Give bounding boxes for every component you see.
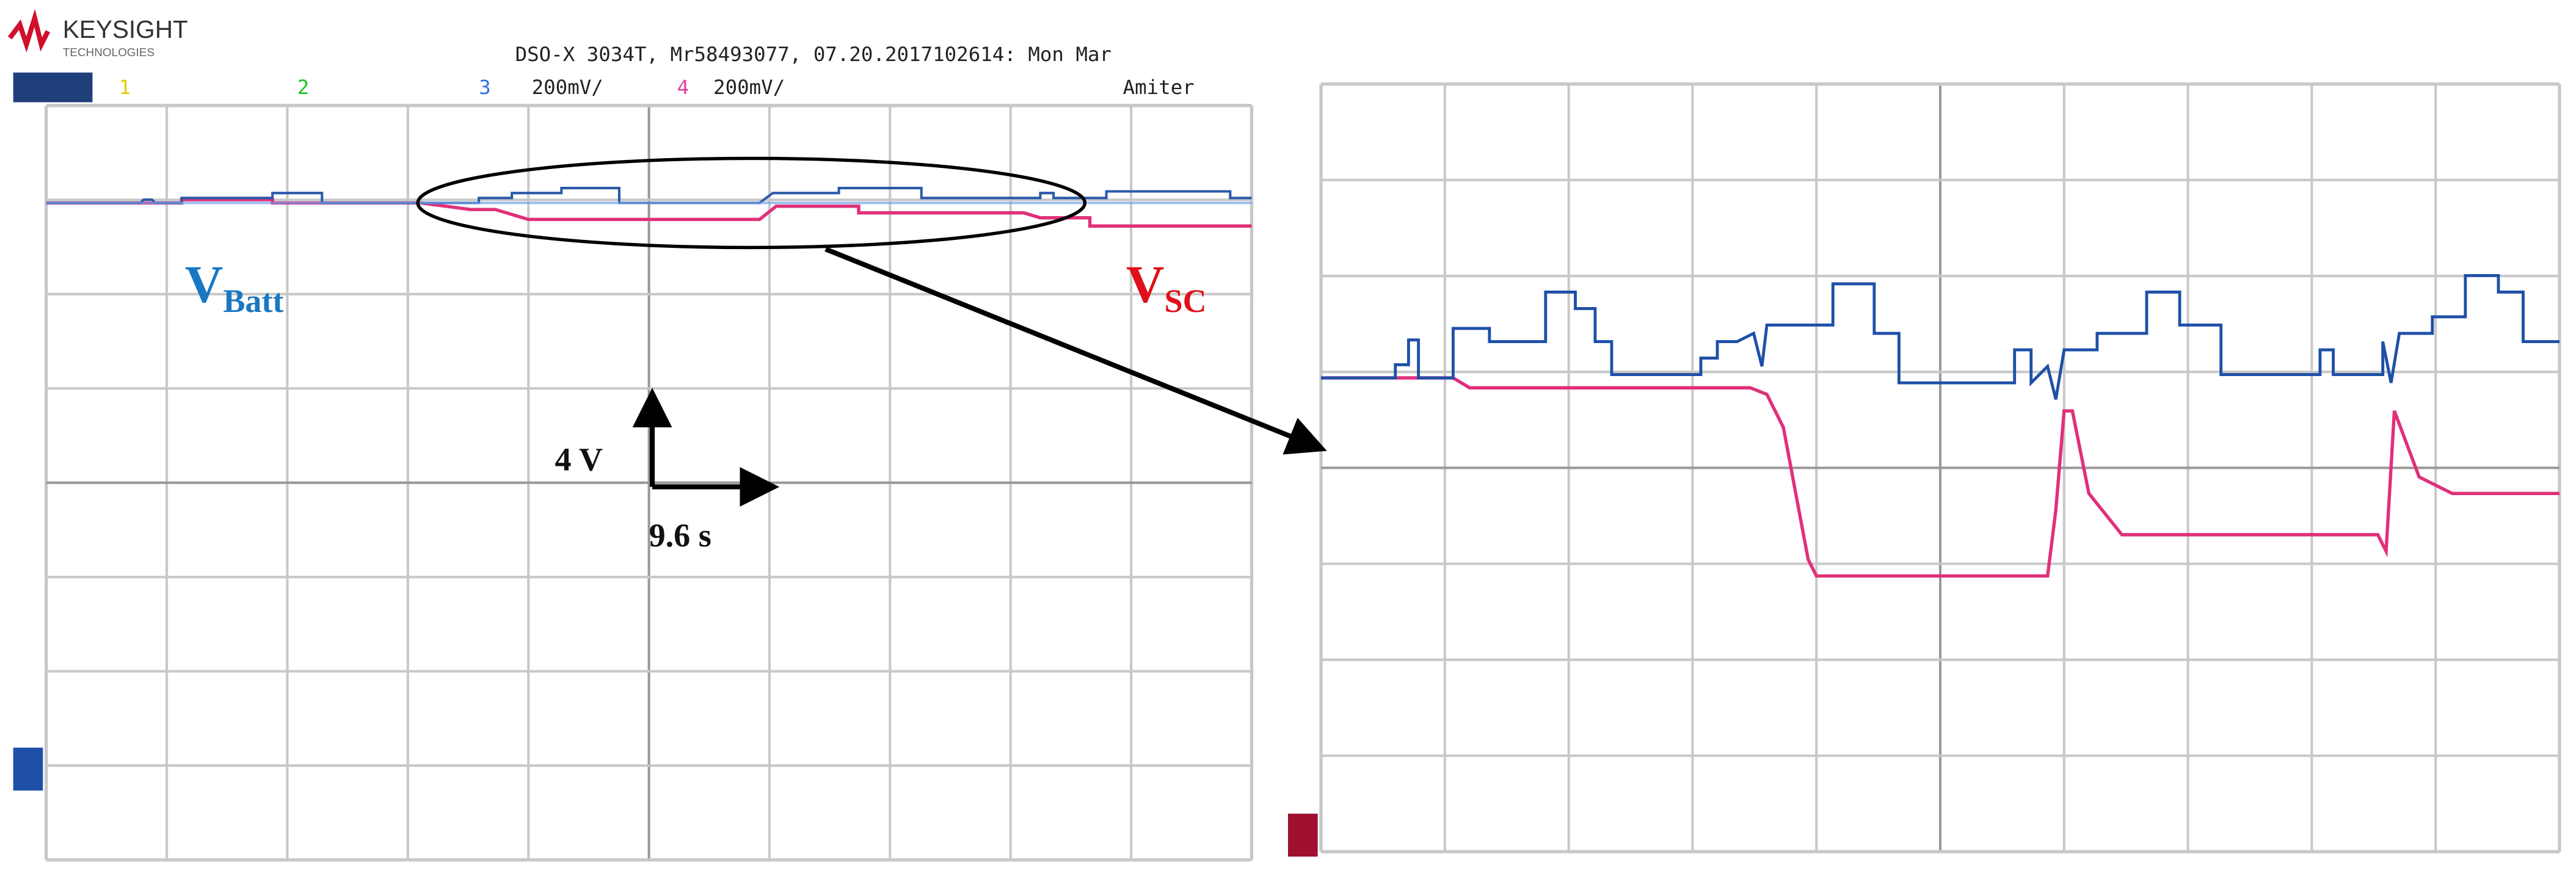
vsc-zoom-trace <box>1321 376 2560 578</box>
channel-number: 3 <box>479 76 491 99</box>
left-graticule <box>45 104 1254 862</box>
brand-sub: TECHNOLOGIES <box>63 46 155 59</box>
channel-number: 4 <box>677 76 689 99</box>
label-symbol: V <box>185 255 223 314</box>
vbatt-zoom-trace <box>1321 273 2560 400</box>
scope-info: DSO-X 3034T, Mr58493077, 07.20.201710261… <box>515 43 1112 66</box>
channel-number: 1 <box>119 76 131 99</box>
vsc-label: VSC <box>1126 255 1207 319</box>
label-subscript: Batt <box>223 283 283 319</box>
vbatt-trace <box>46 187 1252 205</box>
brand: KEYSIGHT <box>63 15 188 43</box>
trigger-mode: Amiter <box>1123 76 1195 99</box>
channel-scale: 200mV/ <box>713 76 785 99</box>
vertical-scale: 4 V <box>555 441 603 477</box>
brand-logo <box>7 9 51 53</box>
zoom-arrow <box>824 247 1327 455</box>
channel-number: 2 <box>297 76 310 99</box>
horizontal-scale: 9.6 s <box>649 517 711 554</box>
zoom-ellipse <box>416 156 1087 250</box>
menu-key <box>13 72 93 103</box>
channel-scale: 200mV/ <box>532 76 603 99</box>
label-symbol: V <box>1126 255 1164 314</box>
right-graticule <box>1319 82 2561 853</box>
ground-marker <box>1288 813 1318 857</box>
ground-marker <box>13 747 43 791</box>
label-subscript: SC <box>1165 283 1207 319</box>
vbatt-label: VBatt <box>185 255 284 319</box>
vsc-trace <box>46 198 1252 228</box>
